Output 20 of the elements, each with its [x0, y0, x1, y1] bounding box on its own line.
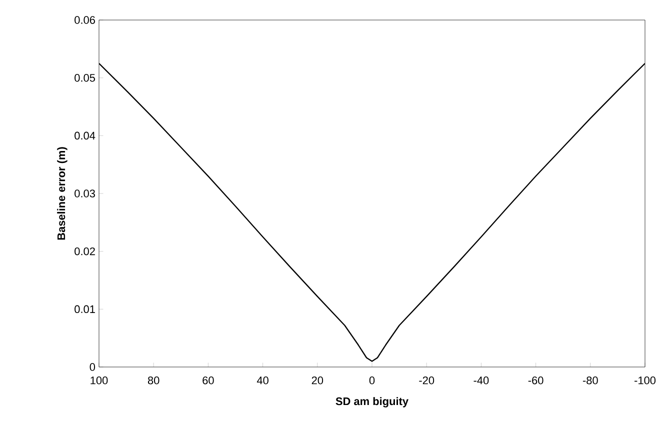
x-tick-label: 0 [369, 376, 375, 384]
x-tick-label: 40 [256, 376, 268, 384]
x-tick-label: -20 [419, 376, 434, 384]
y-tick-label: 0.05 [74, 74, 95, 82]
x-tick-label: 80 [148, 376, 160, 384]
y-tick-label: 0.06 [74, 16, 95, 24]
y-tick-label: 0.03 [74, 190, 95, 198]
y-axis-title: Baseline error (m) [57, 147, 68, 240]
x-tick-label: -100 [634, 376, 656, 384]
x-tick-label: -40 [474, 376, 489, 384]
x-tick-label: -60 [528, 376, 544, 384]
x-tick-label: -80 [582, 376, 598, 384]
y-tick-label: 0.01 [74, 305, 95, 314]
y-tick-label: 0.04 [74, 132, 96, 140]
y-tick-label: 0.02 [74, 247, 95, 256]
x-tick-label: 60 [202, 376, 214, 384]
x-axis-title: SD am biguity [336, 397, 408, 408]
x-tick-label: 20 [312, 376, 324, 384]
x-tick-label: 100 [90, 376, 108, 384]
y-tick-label: 0 [90, 363, 96, 371]
